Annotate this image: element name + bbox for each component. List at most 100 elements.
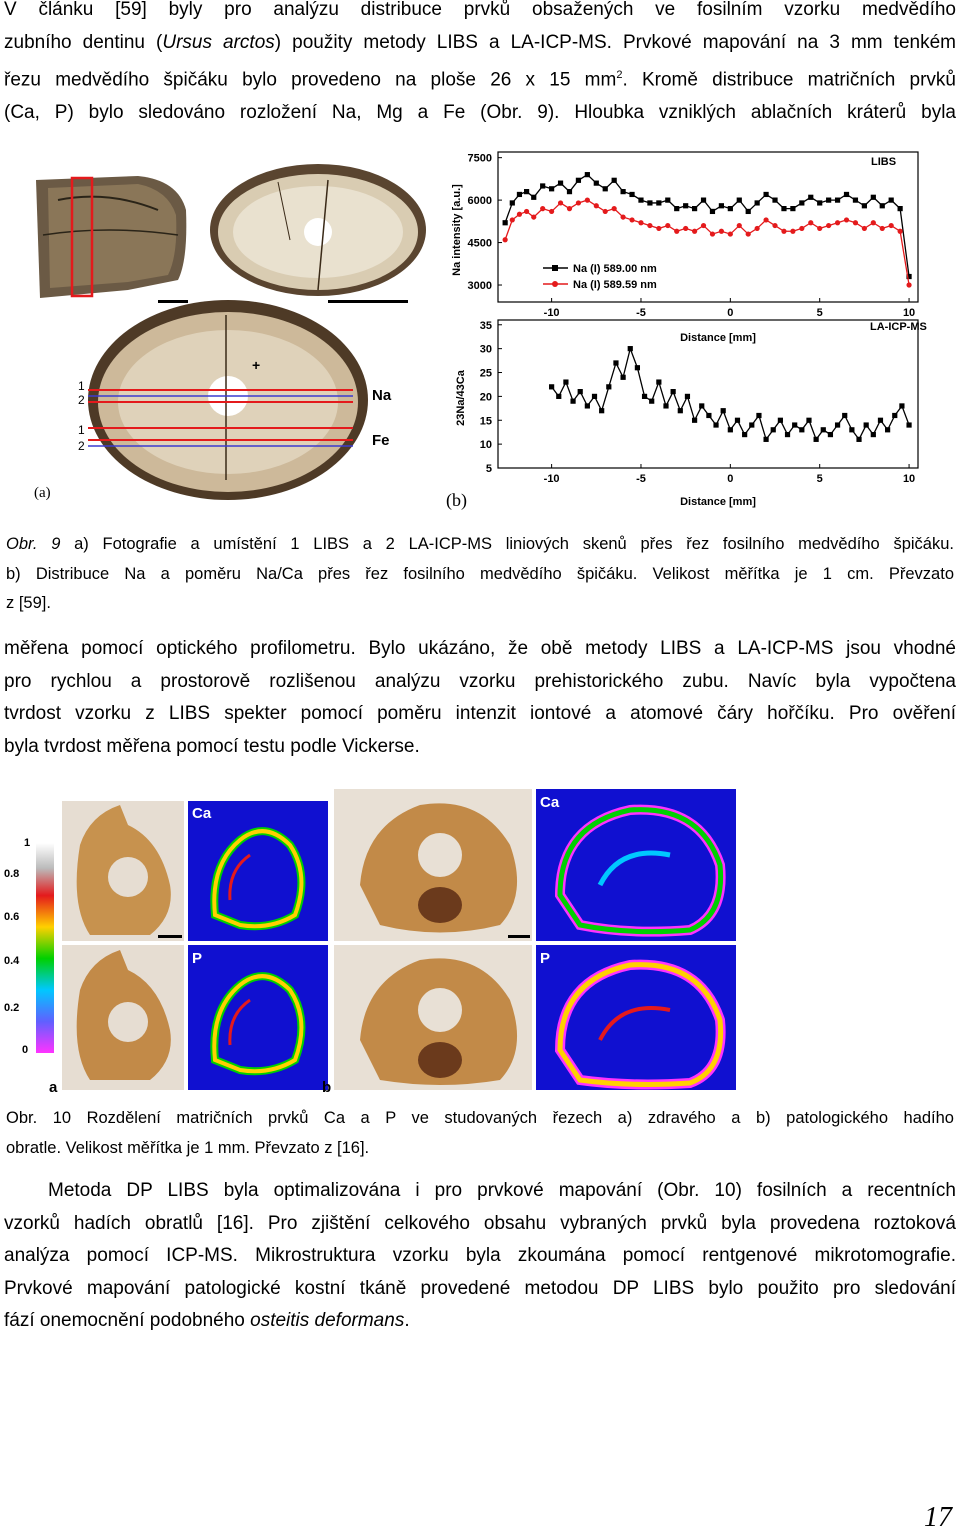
data-point [620,374,626,380]
plus-mark: + [252,357,260,373]
pathological-vertebra-maps: Ca P [536,789,736,1090]
laicp-ylabel: 23Na/43Ca [455,369,467,426]
data-point [817,200,823,206]
data-point [852,197,859,203]
data-point [602,186,608,192]
data-point [613,360,619,366]
data-point [699,403,705,409]
series-line [504,199,910,286]
y-tick-label: 30 [480,344,492,356]
y-tick-label: 4500 [468,238,492,250]
data-point [691,417,698,423]
figure-9-caption: Obr. 9 a) Fotografie a umístění 1 LIBS a… [6,530,954,619]
x-tick-label: 5 [817,307,823,319]
data-point [754,225,760,232]
data-point [843,191,850,198]
scale-label: 1 [24,837,30,849]
data-point [709,208,716,215]
data-point [763,217,769,223]
x-tick-label: 0 [727,473,733,485]
data-point [799,225,805,232]
laicp-chart: 23Na/43Ca LA-ICP-MS 35 30 25 20 15 10 5 -10 -5 0… [446,319,927,511]
data-point [593,203,599,209]
data-point [509,217,515,223]
x-tick-label: -10 [544,307,560,319]
data-point [593,180,599,186]
paragraph-dp-libs: Metoda DP LIBS byla optimalizována i pro… [4,1175,956,1338]
laicp-xlabel: Distance [mm] [680,496,756,508]
data-point [754,200,760,206]
data-point [575,177,582,183]
data-point [563,379,569,385]
data-point [877,417,884,423]
laicp-title: LA-ICP-MS [870,321,927,333]
data-point [549,208,555,215]
data-point [638,220,644,226]
figure-9: 1 2 1 2 + Na Fe (a) Na intensity [a.u.] … [28,140,948,515]
data-point [509,200,515,206]
text-line: vzorků hadích obratlů [16]. Pro zjištění… [4,1212,956,1234]
figure-10: 1 0.8 0.6 0.4 0.2 0 a Ca [0,785,960,1100]
caption-line: Obr. 9 a) Fotografie a umístění 1 LIBS a… [6,535,954,553]
p-label: P [192,950,202,967]
scale-label: 0.8 [4,868,19,880]
data-point [817,225,823,232]
data-point [620,189,626,195]
data-point [879,203,885,209]
panel-b-label: (b) [446,490,467,511]
caption-line: z [59]. [6,594,51,612]
data-point [502,220,508,226]
data-point [888,197,894,203]
data-point [709,231,716,237]
data-point [790,228,796,234]
laicp-yticks: 35 30 25 20 15 10 5 [480,320,502,475]
data-point [897,228,903,234]
data-point [516,211,523,217]
data-point [627,346,633,352]
data-point [606,384,612,390]
data-point [813,436,819,442]
data-point [727,206,733,212]
line-number: 1 [78,379,85,393]
data-point [566,206,573,212]
libs-ylabel: Na intensity [a.u.] [451,184,463,276]
data-point [808,220,814,226]
page-number: 17 [924,1502,952,1533]
cross-section-photo [210,164,426,303]
data-point [781,206,787,212]
text-line: analýza pomocí ICP-MS. Mikrostruktura vz… [4,1245,956,1266]
caption-line: obratle. Velikost měřítka je 1 mm. Převz… [6,1138,370,1157]
data-point [629,217,635,223]
data-point [799,200,805,206]
x-tick-label: -5 [636,307,646,319]
text-line: V článku [59] byly pro analýzu distribuc… [4,0,956,20]
data-point [799,427,805,433]
data-point [566,189,573,195]
data-point [870,431,876,438]
text-line: byla tvrdost měřena pomocí testu podle V… [4,735,420,757]
data-point [649,398,655,404]
data-point [790,206,796,212]
data-point [591,393,598,399]
line-number: 2 [78,439,85,453]
data-point [772,197,778,203]
scale-label: 0 [22,1044,28,1056]
figure-10-graphic: 1 0.8 0.6 0.4 0.2 0 a Ca [4,789,736,1096]
paragraph-intro: V článku [59] byly pro analýzu distribuc… [4,0,956,129]
data-point [861,203,867,209]
libs-title: LIBS [871,156,896,168]
y-tick-label: 15 [480,415,492,427]
caption-line: Obr. 10 Rozdělení matričních prvků Ca a … [6,1109,954,1127]
big-cross-section-photo: 1 2 1 2 + Na Fe (a) [34,300,392,501]
libs-plot-frame [497,151,919,303]
data-point [718,203,725,209]
data-point [906,282,912,288]
data-point [763,436,769,442]
data-point [674,206,680,212]
data-point [745,231,751,237]
laicp-series [549,346,912,442]
data-point [843,217,850,223]
data-point [599,408,605,414]
data-point [602,208,608,215]
data-point [670,389,676,395]
